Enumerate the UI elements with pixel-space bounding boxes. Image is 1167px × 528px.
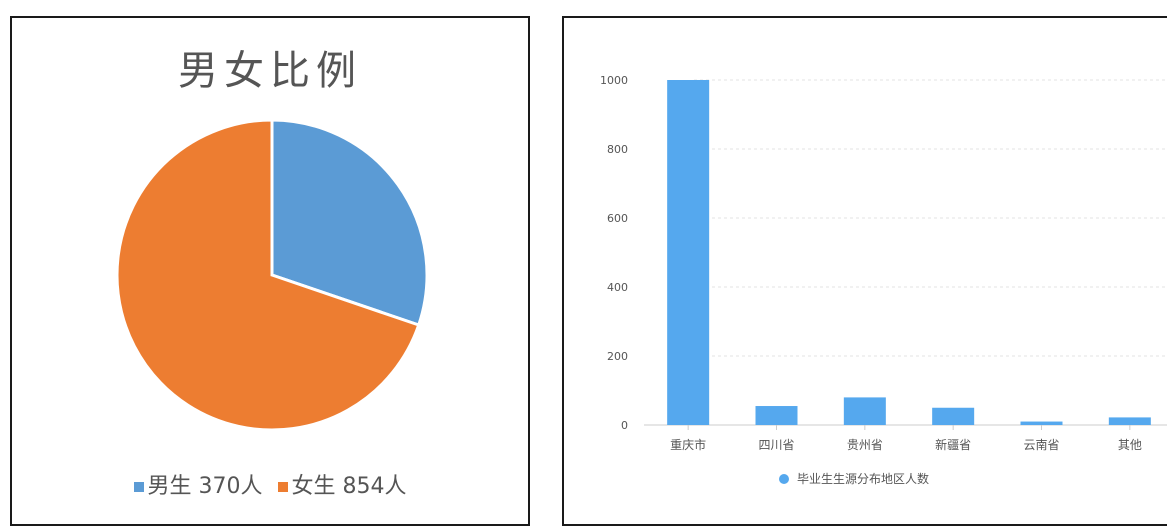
legend-item-male: 男生 370人 [133,468,263,500]
bar-legend-label: 毕业生生源分布地区人数 [797,471,929,486]
pie-slice-female [115,118,421,432]
y-tick-label: 800 [607,143,628,156]
bar [1020,421,1063,425]
y-tick-label: 0 [621,419,628,432]
x-tick-label: 云南省 [1023,437,1059,452]
x-tick-label: 四川省 [758,438,794,452]
x-tick-label: 新疆省 [935,437,971,452]
legend-label-male: 男生 370人 [147,474,263,499]
y-tick-label: 600 [607,212,628,225]
bar [932,407,975,425]
pie-legend: 男生 370人 女生 854人 [12,468,528,500]
pie-chart-title: 男女比例 [178,48,362,94]
x-tick-label: 其他 [1118,438,1142,452]
legend-label-female: 女生 854人 [291,474,407,499]
bar [1108,417,1151,425]
pie-slice-male [270,118,429,327]
x-tick-label: 重庆市 [670,437,706,452]
x-tick-label: 贵州省 [847,438,883,452]
bar-legend-marker [779,474,789,484]
gender-ratio-chart: 男女比例 男生 370人 女生 854人 [10,16,530,526]
bar-chart-svg: 0 200 400 600 800 1000 重庆市 四川省 贵州省 新疆省 云南省 其他毕业生生源分… [600,74,1167,486]
legend-swatch-female [277,482,288,492]
legend-swatch-male [133,482,144,492]
y-tick-label: 400 [607,281,628,294]
legend-item-female: 女生 854人 [277,468,407,500]
bar [755,406,798,425]
graduate-origin-bar-chart: 0 200 400 600 800 1000 重庆市 四川省 贵州省 新疆省 云南省 其他毕业生生源分… [562,16,1167,526]
bar [667,80,710,425]
y-tick-label: 200 [607,350,628,363]
bar [843,397,886,425]
y-tick-label: 1000 [600,74,628,87]
pie-chart-svg [115,118,429,432]
